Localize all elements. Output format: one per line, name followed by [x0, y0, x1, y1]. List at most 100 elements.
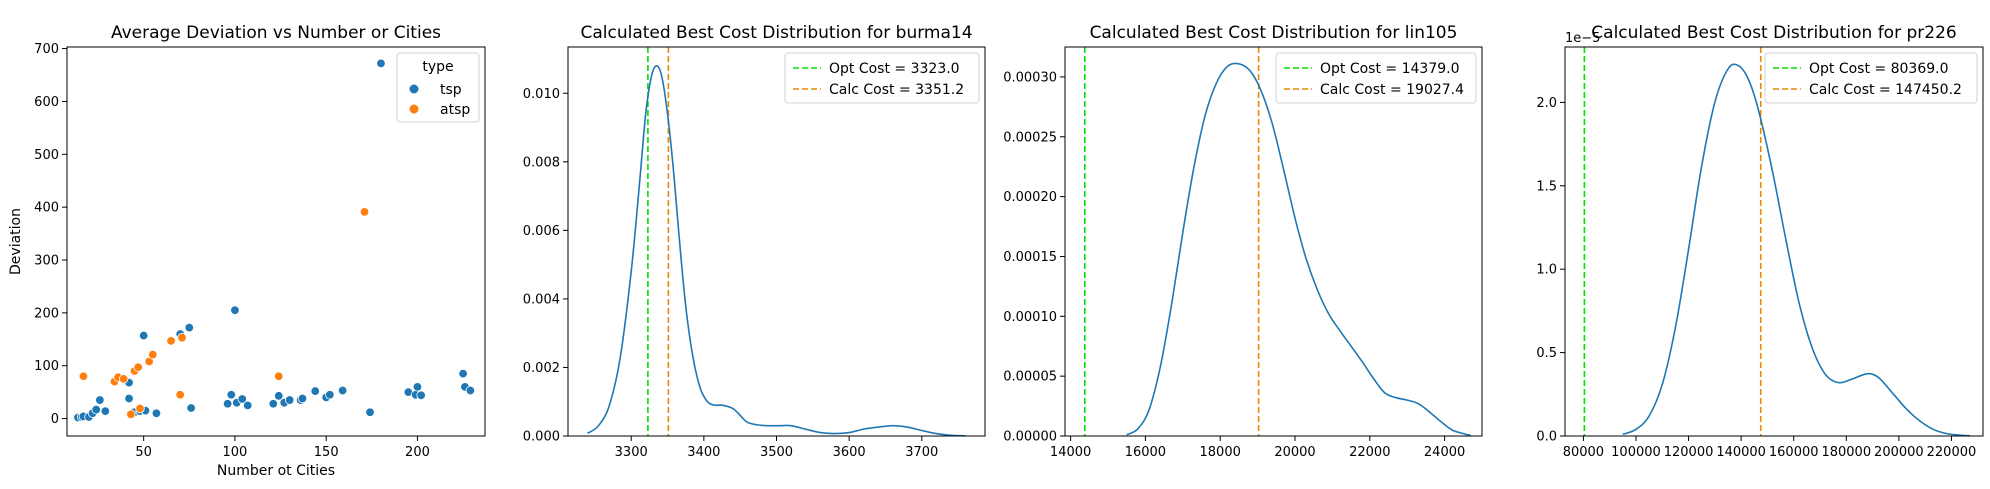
panel-3-y-tick-label: 0.00025 [1003, 130, 1057, 145]
panel-3-ticks: 14000 16000 18000 20000 22000 24000 0.00000 0.0… [1003, 70, 1465, 460]
panel-1-legend-label-atsp: atsp [440, 102, 470, 118]
panel-1-legend-box [396, 52, 480, 123]
panel-2-legend-box [784, 52, 980, 104]
panel-2-x-tick-label: 3400 [687, 445, 720, 460]
panel-2-title: Calculated Best Cost Distribution for bu… [580, 23, 972, 43]
scatter-point-atsp [133, 362, 143, 372]
scatter-point-tsp [124, 393, 134, 404]
scatter-point-tsp [222, 399, 233, 409]
panel-3-y-tick-label: 0.00015 [1003, 250, 1057, 265]
panel-3-x-tick-label: 14000 [1050, 445, 1091, 460]
scatter-point-tsp [297, 393, 308, 404]
scatter-point-tsp [243, 400, 253, 411]
panel-3-x-tick-label: 18000 [1200, 445, 1241, 460]
panel-1-x-axis-label: Number ot Cities [217, 463, 335, 479]
panel-3-x-tick-label: 24000 [1424, 445, 1465, 460]
panel-2-density-curve [587, 65, 966, 437]
panel-3-legend-label-calc: Calc Cost = 19027.4 [1320, 82, 1464, 98]
scatter-point-tsp [465, 385, 476, 396]
panel-2-y-tick-label: 0.000 [523, 430, 560, 445]
panel-4-legend: Opt Cost = 80369.0 Calc Cost = 147450.2 [1764, 52, 1978, 104]
scatter-point-tsp [184, 322, 194, 333]
panel-1-y-tick-label: 300 [34, 253, 59, 268]
scatter-point-tsp [91, 404, 101, 415]
panel-1-y-tick-label: 200 [34, 306, 59, 321]
scatter-point-atsp [274, 371, 284, 381]
panel-2-marks [587, 47, 966, 437]
panel-2-y-tick-label: 0.002 [523, 361, 560, 376]
panel-1-y-tick-label: 0 [51, 412, 59, 427]
scatter-point-tsp [284, 395, 295, 405]
panel-3-x-tick-label: 22000 [1349, 445, 1390, 460]
scatter-point-atsp [175, 390, 185, 400]
panel-1-legend-title: type [422, 59, 453, 75]
panel-burma14-distribution: Calculated Best Cost Distribution for bu… [523, 23, 986, 460]
scatter-point-tsp [230, 305, 240, 315]
panel-2-legend: Opt Cost = 3323.0 Calc Cost = 3351.2 [784, 52, 980, 104]
panel-4-x-tick-label: 180000 [1821, 445, 1871, 460]
panel-4-x-tick-label: 160000 [1769, 445, 1819, 460]
panel-1-frame [66, 46, 486, 437]
panel-4-ticks: 80000 100000 120000 140000 160000 180000 20000… [1536, 96, 1976, 460]
scatter-point-tsp [95, 395, 105, 405]
panel-1-x-tick-label: 150 [314, 445, 339, 460]
panel-4-y-tick-label: 1.0 [1536, 263, 1557, 278]
panel-1-y-tick-label: 600 [34, 95, 59, 110]
panel-2-x-tick-label: 3500 [760, 445, 793, 460]
scatter-point-tsp [100, 406, 111, 416]
panel-4-marks [1583, 47, 1970, 437]
panel-1-x-tick-label: 200 [405, 445, 430, 460]
panel-4-legend-box [1764, 52, 1978, 104]
panel-4-frame [1564, 46, 1984, 437]
panel-2-legend-label-opt: Opt Cost = 3323.0 [829, 61, 960, 77]
scatter-point-tsp [337, 385, 348, 396]
panel-2-y-tick-label: 0.004 [523, 292, 560, 307]
panel-2-frame [567, 46, 986, 437]
panel-2-y-tick-label: 0.008 [523, 155, 560, 170]
panel-3-legend: Opt Cost = 14379.0 Calc Cost = 19027.4 [1275, 52, 1477, 104]
scatter-point-tsp [416, 390, 426, 401]
panel-3-density-curve [1126, 62, 1471, 437]
panel-3-y-tick-label: 0.00005 [1003, 370, 1057, 385]
panel-4-x-tick-label: 80000 [1563, 445, 1604, 460]
panel-3-legend-box [1275, 52, 1477, 104]
panel-4-legend-label-calc: Calc Cost = 147450.2 [1809, 82, 1962, 98]
panel-3-x-tick-label: 16000 [1125, 445, 1166, 460]
panel-1-x-tick-label: 100 [223, 445, 248, 460]
panel-3-y-tick-label: 0.00020 [1003, 190, 1057, 205]
scatter-point-tsp [151, 408, 162, 418]
panel-1-legend-label-tsp: tsp [440, 82, 462, 98]
panel-1-y-tick-label: 700 [34, 42, 59, 57]
panel-3-marks [1083, 47, 1471, 437]
scatter-point-tsp [268, 399, 278, 409]
panel-4-y-tick-label: 2.0 [1536, 96, 1557, 111]
panel-2-legend-label-calc: Calc Cost = 3351.2 [829, 82, 964, 98]
panel-2-x-tick-label: 3300 [615, 445, 648, 460]
panel-4-x-tick-label: 220000 [1927, 445, 1977, 460]
panel-4-y-tick-label: 1.5 [1536, 179, 1557, 194]
scatter-point-tsp [138, 330, 149, 341]
scatter-point-tsp [376, 58, 386, 69]
panel-2-y-tick-label: 0.006 [523, 224, 560, 239]
scatter-point-tsp [365, 407, 375, 417]
panel-4-y-tick-label: 0.0 [1536, 430, 1557, 445]
panel-1-legend-marker-atsp [408, 103, 420, 115]
scatter-point-tsp [310, 386, 320, 396]
scatter-point-tsp [458, 368, 468, 379]
panel-1-x-tick-label: 50 [135, 445, 152, 460]
scatter-point-atsp [78, 371, 89, 381]
panel-4-x-tick-label: 200000 [1874, 445, 1924, 460]
panel-city-deviation-scatter: Average Deviation vs Number or Cities Nu… [8, 23, 486, 479]
scatter-point-tsp [226, 390, 236, 400]
panel-2-y-tick-label: 0.010 [523, 87, 560, 102]
scatter-point-tsp [274, 391, 284, 401]
panel-2-x-tick-label: 3700 [905, 445, 938, 460]
panel-1-title: Average Deviation vs Number or Cities [111, 23, 441, 43]
scatter-point-tsp [186, 403, 196, 413]
panel-3-y-tick-label: 0.00030 [1003, 70, 1057, 85]
panel-2-ticks: 3300 3400 3500 3600 3700 0.000 0.002 0.004 0.006… [523, 87, 939, 460]
panel-4-legend-label-opt: Opt Cost = 80369.0 [1809, 61, 1949, 77]
scatter-point-atsp [135, 403, 145, 414]
scatter-point-tsp [237, 394, 247, 404]
